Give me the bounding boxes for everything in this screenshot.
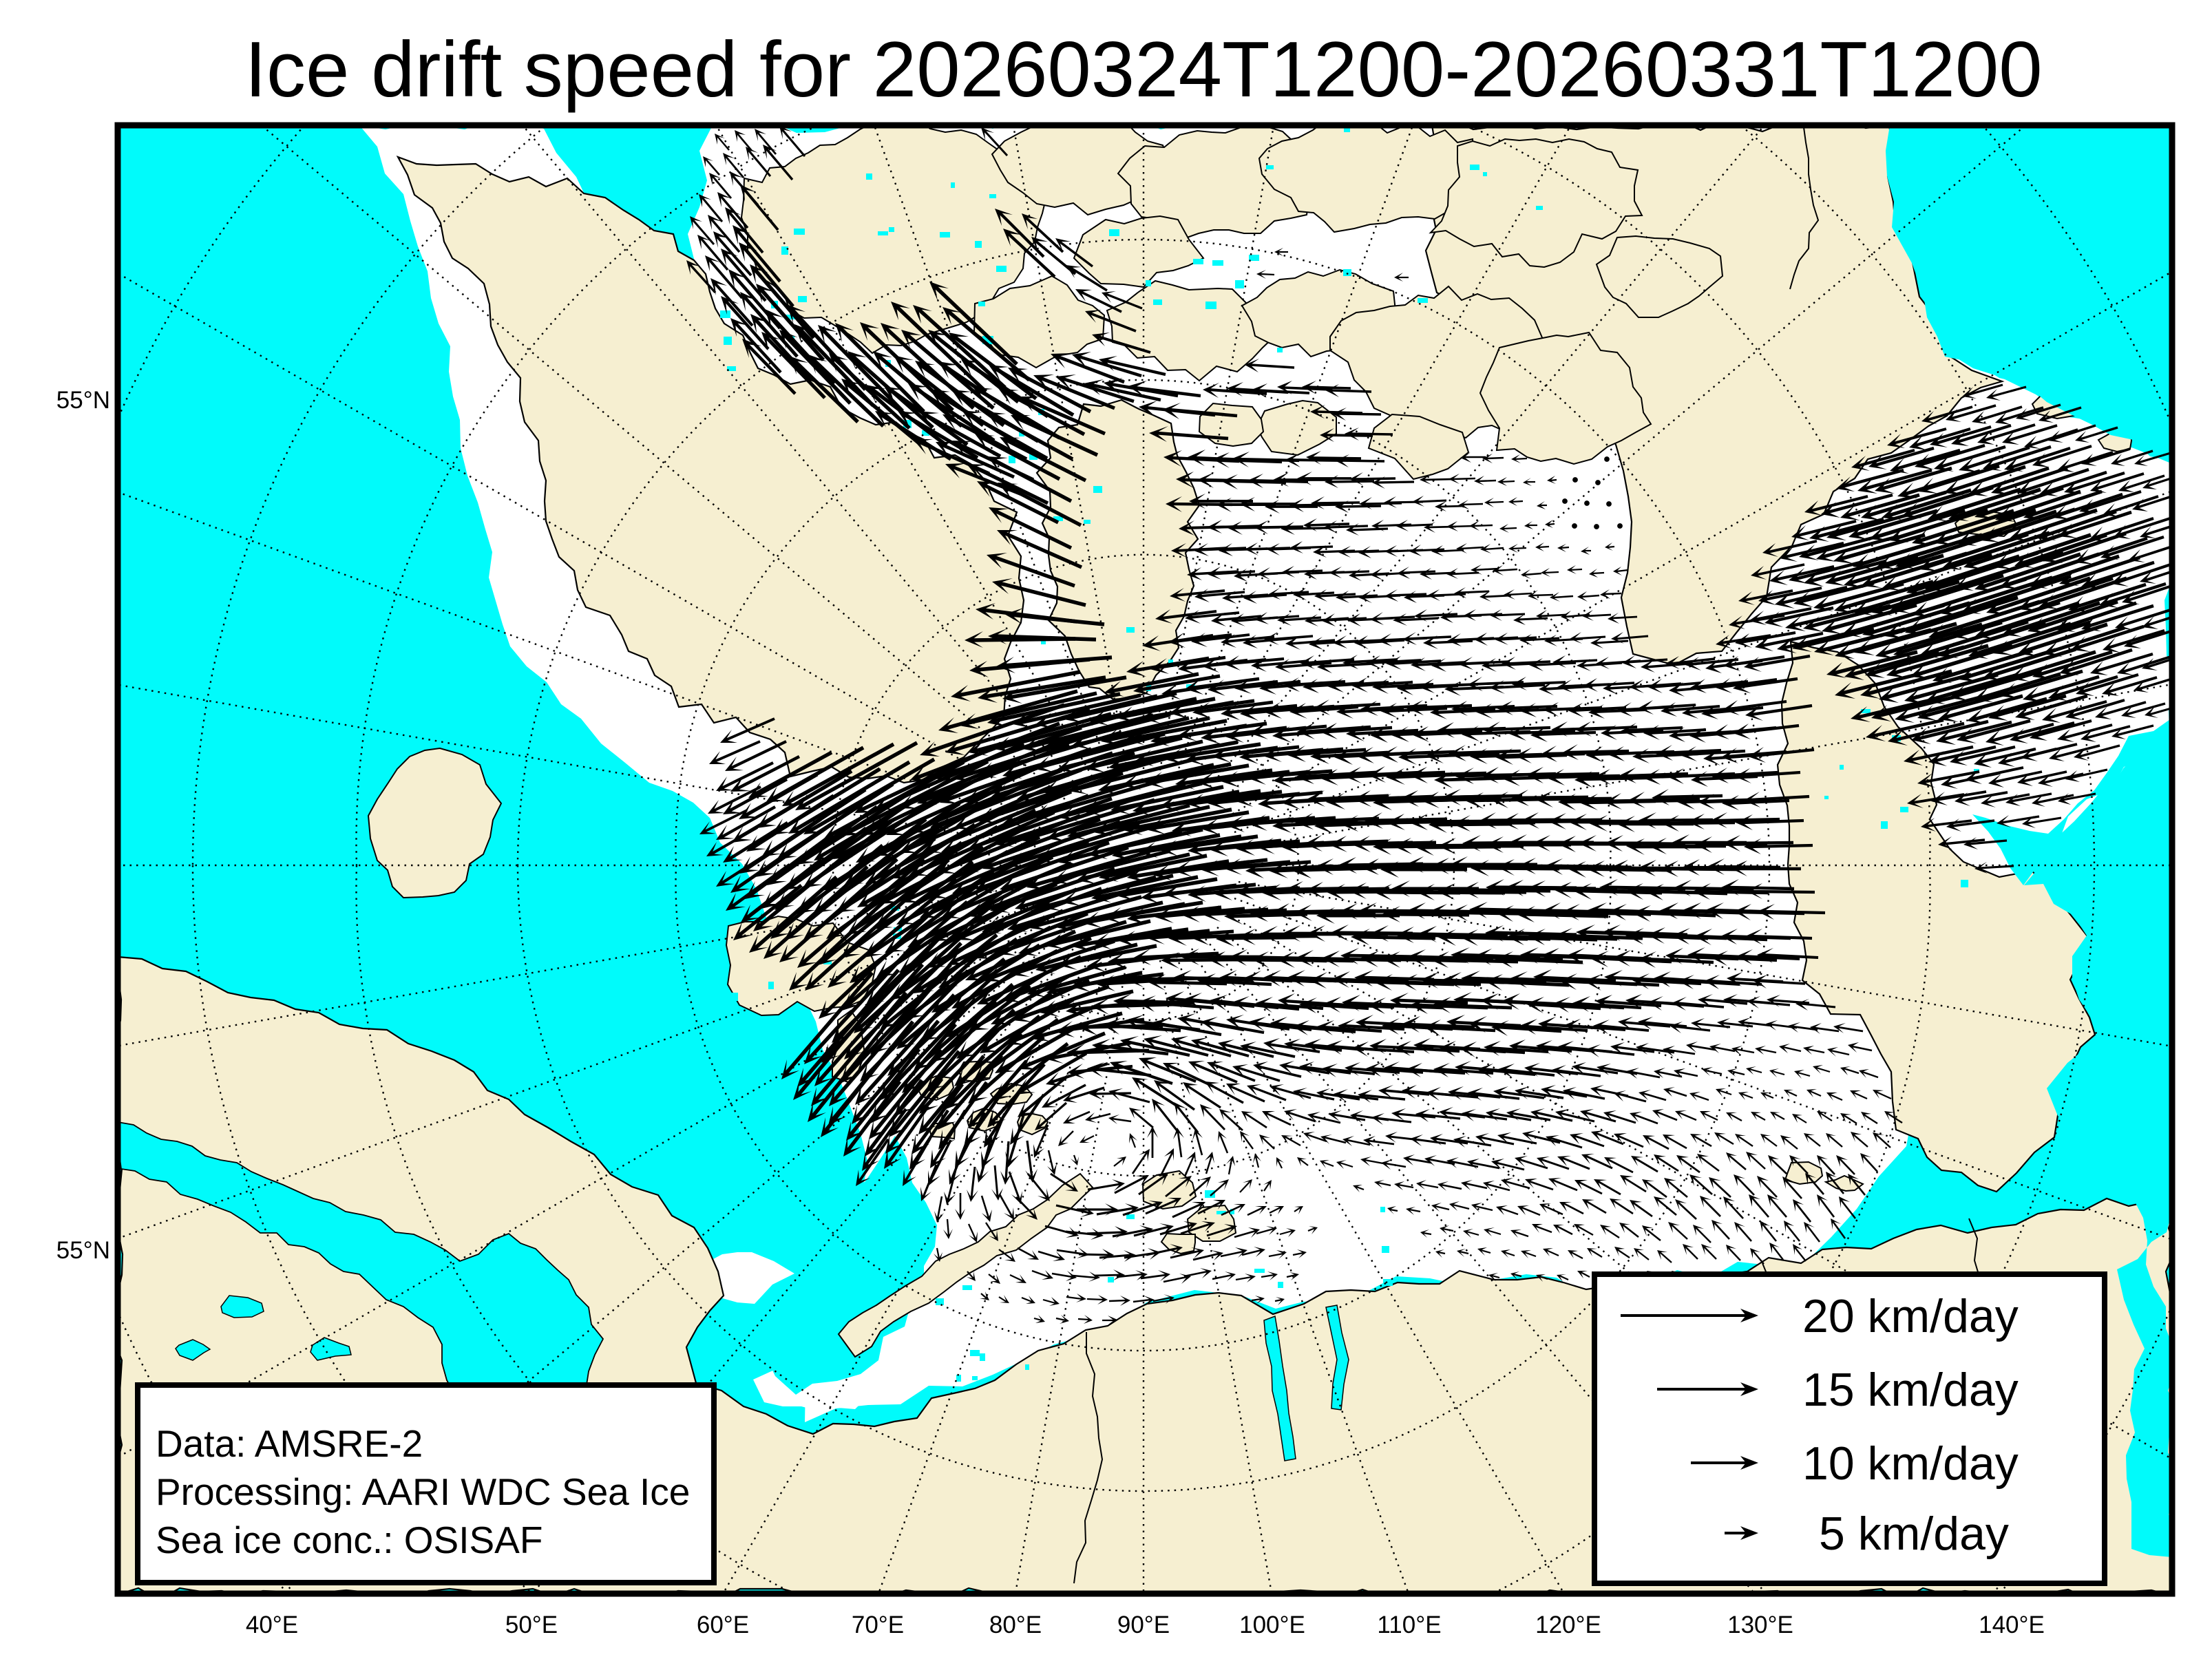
svg-text:10 km/day: 10 km/day [1802, 1437, 2019, 1490]
svg-text:20 km/day: 20 km/day [1802, 1290, 2019, 1342]
svg-text:15 km/day: 15 km/day [1802, 1364, 2019, 1416]
svg-text:Data: AMSRE-2: Data: AMSRE-2 [156, 1422, 423, 1465]
svg-text:50°E: 50°E [505, 1612, 558, 1638]
svg-text:90°E: 90°E [1117, 1612, 1170, 1638]
svg-text:Sea ice conc.: OSISAF: Sea ice conc.: OSISAF [156, 1519, 543, 1561]
svg-text:Ice drift speed for 20260324T1: Ice drift speed for 20260324T1200-202603… [244, 26, 2042, 114]
svg-text:55°N: 55°N [56, 1237, 110, 1264]
svg-text:100°E: 100°E [1239, 1612, 1305, 1638]
svg-text:60°E: 60°E [697, 1612, 749, 1638]
svg-text:80°E: 80°E [989, 1612, 1042, 1638]
svg-text:140°E: 140°E [1979, 1612, 2045, 1638]
svg-text:130°E: 130°E [1727, 1612, 1793, 1638]
svg-text:120°E: 120°E [1535, 1612, 1601, 1638]
svg-text:55°N: 55°N [56, 387, 110, 414]
svg-text:70°E: 70°E [852, 1612, 904, 1638]
svg-text:110°E: 110°E [1377, 1612, 1441, 1638]
svg-text:40°E: 40°E [246, 1612, 298, 1638]
svg-text:Processing: AARI WDC Sea Ice: Processing: AARI WDC Sea Ice [156, 1470, 690, 1513]
svg-text:5 km/day: 5 km/day [1819, 1508, 2009, 1560]
